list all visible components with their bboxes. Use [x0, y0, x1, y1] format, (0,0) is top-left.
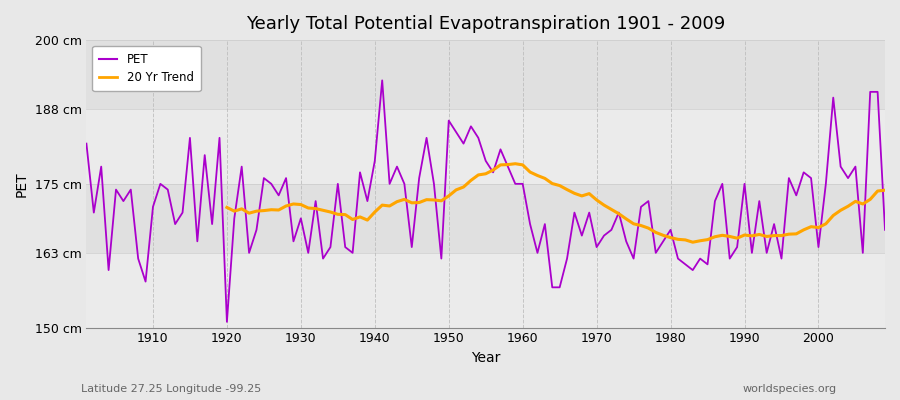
Bar: [86, 184, 885, 253]
Text: worldspecies.org: worldspecies.org: [742, 384, 837, 394]
Bar: [86, 40, 885, 109]
X-axis label: Year: Year: [471, 351, 500, 365]
Legend: PET, 20 Yr Trend: PET, 20 Yr Trend: [93, 46, 201, 91]
Text: Latitude 27.25 Longitude -99.25: Latitude 27.25 Longitude -99.25: [81, 384, 261, 394]
Y-axis label: PET: PET: [15, 171, 29, 197]
Title: Yearly Total Potential Evapotranspiration 1901 - 2009: Yearly Total Potential Evapotranspiratio…: [246, 15, 725, 33]
Bar: [86, 109, 885, 184]
Bar: [86, 253, 885, 328]
